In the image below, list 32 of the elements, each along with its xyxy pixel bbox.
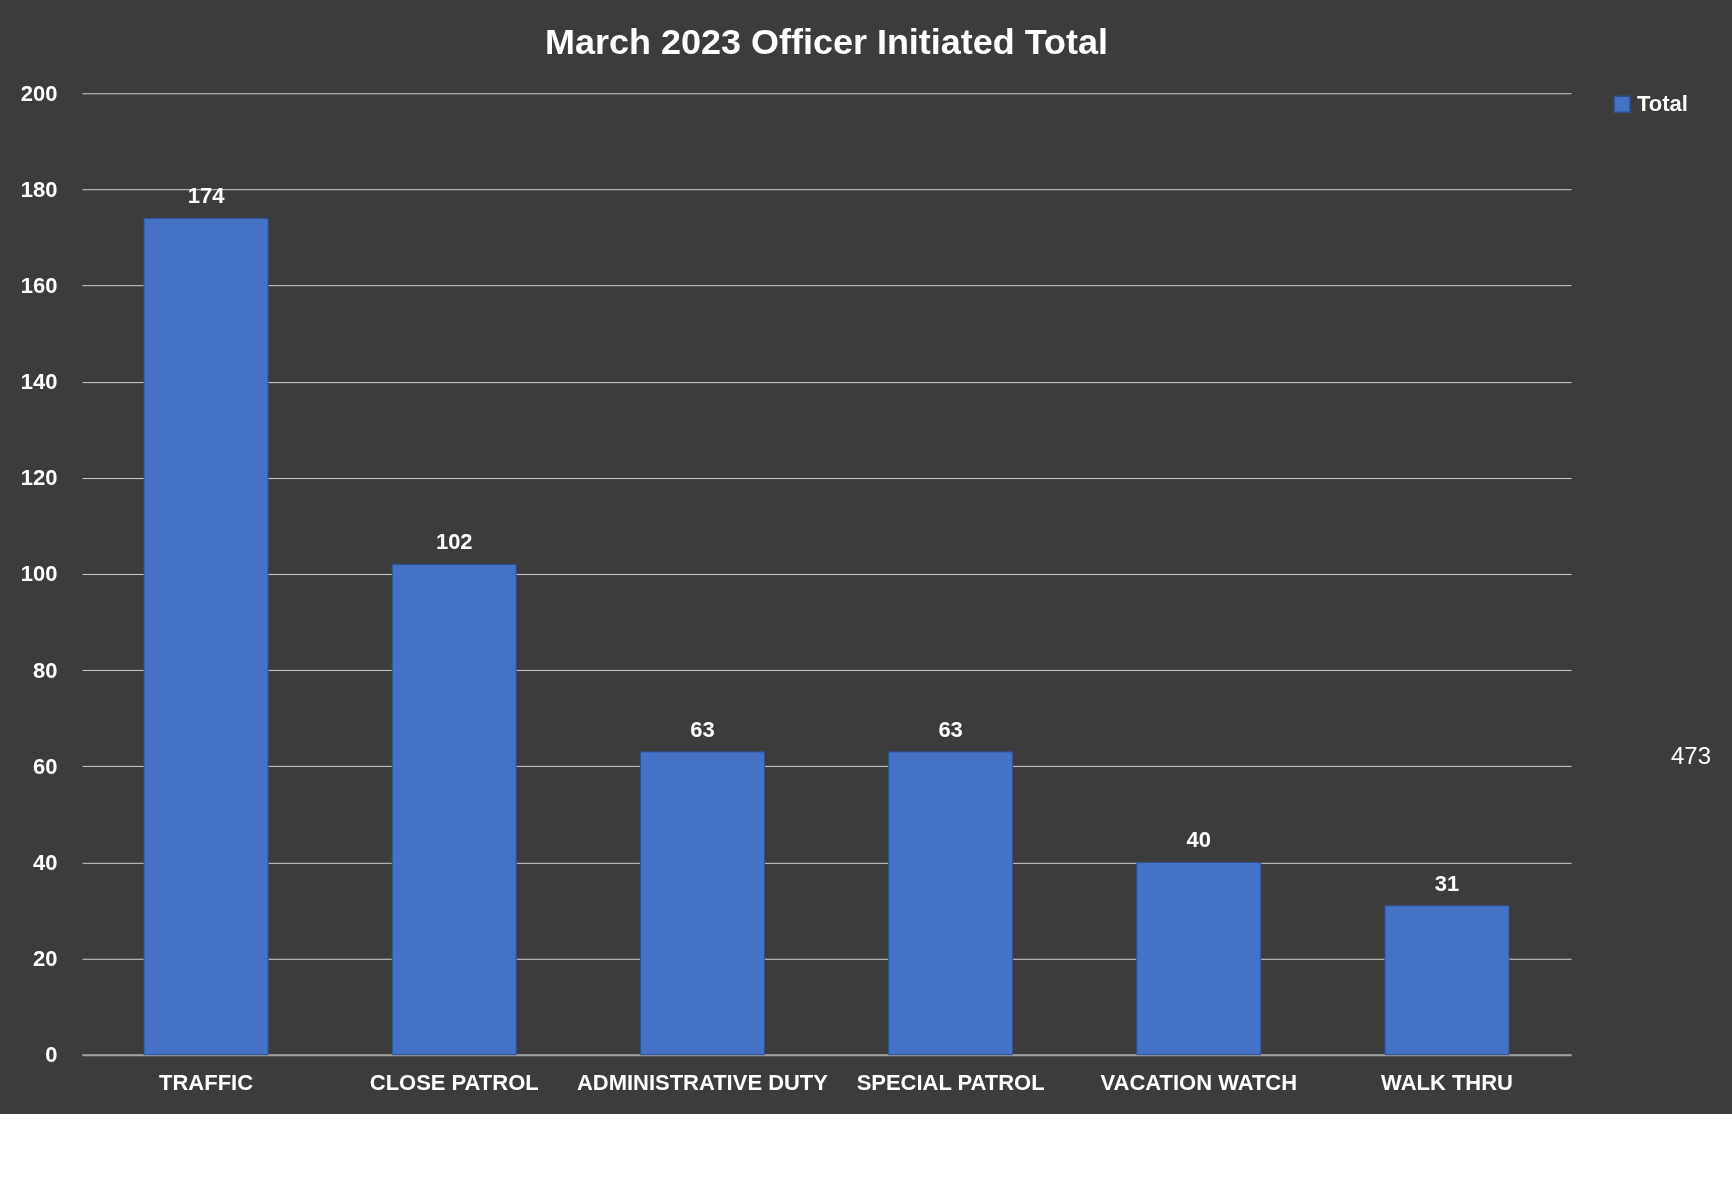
y-tick-label: 140 [20, 369, 58, 395]
y-tick-label: 180 [20, 176, 58, 202]
bar [391, 563, 517, 1056]
x-tick-label: SPECIAL PATROL [856, 1070, 1045, 1096]
x-tick-label: TRAFFIC [159, 1070, 254, 1096]
legend-label: Total [1637, 91, 1688, 117]
data-label: 102 [435, 529, 473, 555]
chart-title: March 2023 Officer Initiated Total [545, 21, 1109, 63]
y-tick-label: 200 [20, 80, 58, 106]
data-label: 174 [187, 183, 226, 209]
bar [1136, 861, 1262, 1056]
y-tick-label: 120 [20, 465, 58, 491]
data-label: 31 [1434, 870, 1460, 896]
bar [639, 751, 765, 1056]
x-tick-label: ADMINISTRATIVE DUTY [576, 1070, 829, 1096]
bar [888, 751, 1014, 1056]
y-tick-label: 100 [20, 561, 58, 587]
y-tick-label: 20 [33, 946, 58, 972]
x-tick-label: WALK THRU [1381, 1070, 1513, 1096]
data-label: 63 [690, 716, 715, 742]
x-tick-label: VACATION WATCH [1100, 1070, 1298, 1096]
y-tick-label: 160 [20, 273, 58, 299]
data-label: 40 [1186, 827, 1212, 853]
y-tick-label: 60 [33, 753, 58, 779]
x-tick-label: CLOSE PATROL [369, 1070, 539, 1096]
data-label: 63 [938, 716, 963, 742]
bar [1384, 905, 1510, 1056]
text: 473 [1671, 741, 1712, 769]
y-tick-label: 40 [33, 849, 58, 875]
y-tick-label: 80 [33, 657, 58, 683]
y-tick-label: 0 [45, 1042, 58, 1068]
bar [143, 217, 269, 1056]
